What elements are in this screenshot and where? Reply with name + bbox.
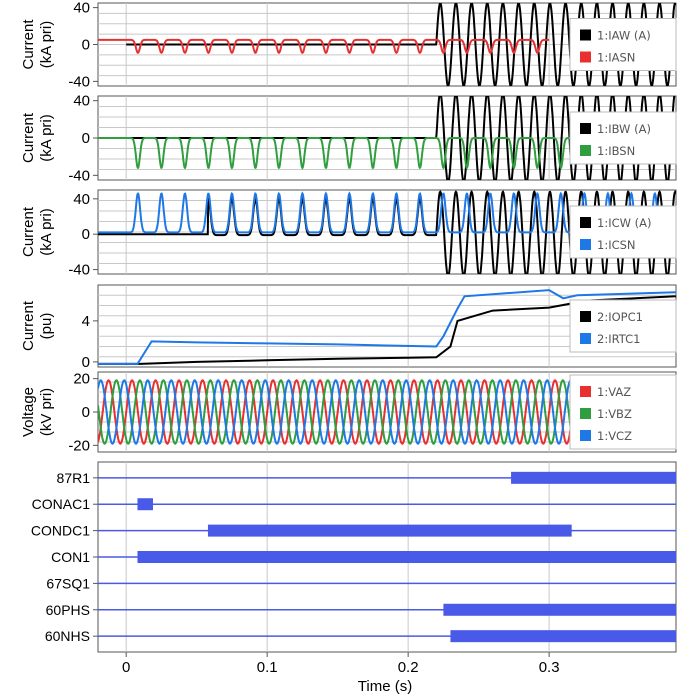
- legend-swatch: [580, 239, 591, 250]
- y-axis-label: Current: [20, 206, 37, 257]
- y-axis-label: Current: [20, 112, 37, 163]
- y-tick-label: -20: [68, 437, 90, 454]
- chart-panel-3: -40 0 40 Current (kA pri) 1:ICW (A) 1:ICSN: [20, 189, 677, 279]
- signal-on-bar: [137, 551, 677, 563]
- chart-panel-2: -40 0 40 Current (kA pri) 1:IBW (A) 1:IBSN: [20, 93, 677, 184]
- signal-on-bar: [137, 498, 153, 511]
- y-tick-label: -40: [68, 167, 90, 184]
- legend-entry: 1:IBSN: [597, 144, 635, 158]
- y-axis-label: (pu): [38, 313, 55, 340]
- digital-signal-87r1: 87R1: [57, 470, 676, 486]
- series-line-1-ibsn: [98, 137, 578, 170]
- x-tick-label: 0.2: [398, 659, 419, 676]
- legend-swatch: [580, 217, 591, 228]
- legend-entry: 1:IASN: [597, 51, 635, 65]
- y-tick-label: 0: [82, 37, 90, 54]
- signal-on-bar: [450, 630, 676, 643]
- digital-signal-60nhs: 60NHS: [45, 628, 676, 644]
- legend: 1:IAW (A) 1:IASN: [569, 18, 677, 71]
- y-axis-label: Voltage: [20, 387, 37, 437]
- digital-signal-conac1: CONAC1: [32, 496, 676, 512]
- y-axis-label: Current: [20, 19, 37, 70]
- digital-signal-label: CONAC1: [32, 496, 91, 512]
- y-tick-label: 0: [82, 226, 90, 243]
- legend-swatch: [580, 333, 591, 344]
- legend-swatch: [580, 408, 591, 419]
- legend-entry: 1:ICW (A): [597, 216, 651, 230]
- x-axis-label: Time (s): [358, 678, 412, 695]
- y-axis-label: (kA pri): [38, 21, 55, 69]
- legend: 1:ICW (A) 1:ICSN: [569, 205, 677, 259]
- digital-signal-60phs: 60PHS: [46, 602, 676, 618]
- legend-entry: 1:IAW (A): [597, 29, 651, 43]
- series-line-1-iasn: [98, 38, 550, 55]
- y-tick-label: 40: [73, 191, 90, 208]
- legend: 2:IOPC1 2:IRTC1: [569, 299, 677, 353]
- legend-swatch: [580, 51, 591, 63]
- series-line-2-irtc1: [98, 289, 676, 365]
- chart-panel-1: -40 0 40 Current (kA pri) 1:IAW (A) 1:IASN: [20, 0, 677, 90]
- y-tick-label: 40: [73, 93, 90, 110]
- y-tick-label: 0: [82, 354, 90, 371]
- legend-entry: 1:VCZ: [597, 429, 632, 443]
- y-tick-label: 0: [82, 404, 90, 421]
- legend-swatch: [580, 311, 591, 322]
- legend-swatch: [580, 123, 591, 134]
- legend-entry: 1:ICSN: [597, 238, 636, 252]
- digital-signal-con1: CON1: [51, 549, 677, 565]
- y-axis-label: (kA pri): [38, 208, 55, 256]
- digital-signal-label: CON1: [51, 549, 90, 565]
- legend-entry: 2:IRTC1: [597, 332, 640, 346]
- y-tick-label: 0: [82, 130, 90, 147]
- legend-entry: 1:VBZ: [597, 407, 632, 421]
- legend-swatch: [580, 29, 591, 41]
- digital-signal-label: 67SQ1: [46, 575, 90, 591]
- y-tick-label: 4: [82, 313, 90, 330]
- y-axis-label: (kA pri): [38, 114, 55, 162]
- y-axis-label: (kV pri): [38, 388, 55, 436]
- series-line-1-icw-a-: [98, 190, 676, 274]
- signal-on-bar: [443, 603, 676, 616]
- y-tick-label: -40: [68, 73, 90, 90]
- legend-swatch: [580, 386, 591, 397]
- y-tick-label: 20: [73, 371, 90, 388]
- signal-on-bar: [207, 524, 572, 537]
- digital-signal-label: 87R1: [57, 470, 91, 486]
- y-axis-label: Current: [20, 300, 37, 351]
- chart-panel-5: -20 0 20 Voltage (kV pri) 1:VAZ 1:VBZ 1:VCZ: [20, 371, 677, 454]
- y-tick-label: 40: [73, 0, 90, 17]
- legend: 1:IBW (A) 1:IBSN: [569, 111, 677, 165]
- legend-entry: 1:IBW (A): [597, 122, 651, 136]
- digital-signal-condc1: CONDC1: [31, 523, 676, 539]
- x-tick-label: 0.3: [539, 659, 560, 676]
- x-tick-label: 0: [122, 659, 130, 676]
- digital-signal-label: 60NHS: [45, 628, 90, 644]
- y-tick-label: -40: [68, 262, 90, 279]
- digital-signal-67sq1: 67SQ1: [46, 575, 676, 591]
- digital-signal-label: 60PHS: [46, 602, 90, 618]
- legend: 1:VAZ 1:VBZ 1:VCZ: [569, 374, 677, 450]
- signal-on-bar: [511, 471, 676, 484]
- legend-swatch: [580, 145, 591, 156]
- legend-entry: 1:VAZ: [597, 385, 631, 399]
- legend-swatch: [580, 430, 591, 441]
- chart-panel-4: 0 4 Current (pu) 2:IOPC1 2:IRTC1: [20, 284, 677, 371]
- digital-signal-label: CONDC1: [31, 523, 90, 539]
- x-tick-label: 0.1: [257, 659, 278, 676]
- legend-entry: 2:IOPC1: [597, 310, 643, 324]
